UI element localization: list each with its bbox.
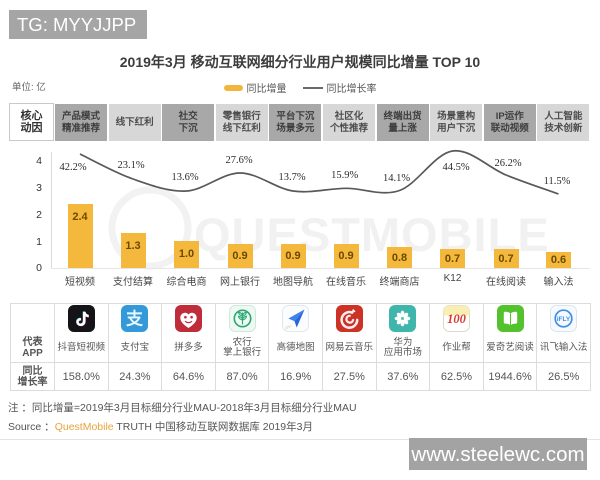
svg-text:100: 100 (447, 312, 467, 326)
svg-text:iFLY: iFLY (557, 316, 571, 323)
svg-text:支: 支 (126, 309, 144, 329)
